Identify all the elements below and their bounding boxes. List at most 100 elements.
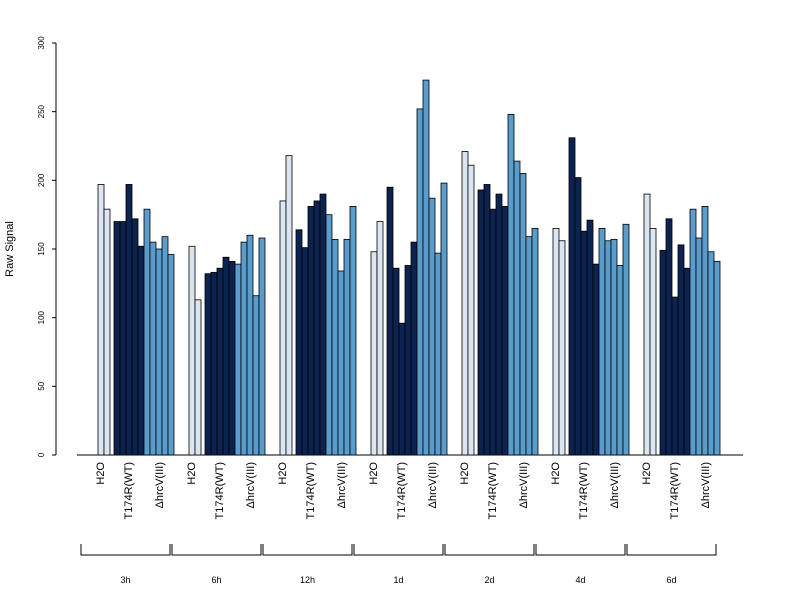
bar-3h-1-0 <box>113 221 121 456</box>
bar-2d-1-2 <box>489 208 497 456</box>
bars <box>97 79 721 456</box>
bar-6d-2-4 <box>713 260 721 456</box>
bar-3h-0-1 <box>103 208 111 456</box>
category-label-6d-2: ΔhrcV(III) <box>700 462 712 508</box>
bar-12h-1-0 <box>295 229 303 456</box>
bar-3h-2-3 <box>161 236 169 456</box>
category-label-4d-2: ΔhrcV(III) <box>609 462 621 508</box>
bar-6d-1-2 <box>671 296 679 456</box>
bar-3h-2-4 <box>167 254 175 456</box>
time-label-4d: 4d <box>575 575 585 585</box>
bar-1d-1-0 <box>386 186 394 456</box>
bar-6h-1-2 <box>216 267 224 456</box>
bar-6d-2-0 <box>689 208 697 456</box>
bar-4d-0-0 <box>552 227 560 456</box>
category-label-2d-1: T174R(WT) <box>487 462 499 519</box>
bar-4d-1-1 <box>574 177 582 456</box>
bar-1d-2-0 <box>416 108 424 456</box>
bar-1d-2-1 <box>422 79 430 456</box>
bar-3h-2-2 <box>155 248 163 456</box>
category-label-6d-0: H2O <box>641 462 653 485</box>
bar-3h-2-0 <box>143 208 151 456</box>
bar-6d-1-3 <box>677 244 685 456</box>
bar-6h-2-1 <box>240 241 248 456</box>
bar-3h-1-1 <box>119 221 127 456</box>
time-label-3h: 3h <box>120 575 130 585</box>
bar-12h-1-3 <box>313 200 321 456</box>
y-tick-label: 0 <box>37 452 46 457</box>
bar-4d-2-2 <box>610 238 618 456</box>
bar-2d-2-2 <box>519 173 527 456</box>
time-bracket-6h <box>171 544 262 556</box>
category-label-6h-0: H2O <box>186 462 198 485</box>
category-label-1d-1: T174R(WT) <box>396 462 408 519</box>
bar-12h-0-1 <box>285 155 293 456</box>
bar-6d-0-0 <box>643 193 651 456</box>
time-brackets: 3h 6h 12h 1d 2d 4d 6d <box>80 544 717 585</box>
time-bracket-12h <box>262 544 353 556</box>
bar-2d-1-4 <box>501 206 509 456</box>
bar-6h-0-0 <box>188 245 196 456</box>
bar-3h-2-1 <box>149 241 157 456</box>
bar-4d-0-1 <box>558 240 566 456</box>
bar-6h-1-3 <box>222 256 230 456</box>
category-label-4d-1: T174R(WT) <box>578 462 590 519</box>
bar-6d-2-2 <box>701 206 709 456</box>
bar-3h-0-0 <box>97 184 105 456</box>
time-bracket-6d <box>626 544 717 556</box>
bar-6d-2-3 <box>707 251 715 456</box>
bar-1d-1-2 <box>398 322 406 456</box>
bar-4d-2-4 <box>622 223 630 456</box>
bar-2d-0-0 <box>461 151 469 456</box>
y-axis: 0 50 100 150 200 250 300 <box>37 36 57 457</box>
category-label-3h-0: H2O <box>95 462 107 485</box>
bar-2d-0-1 <box>467 164 475 456</box>
category-label-6d-1: T174R(WT) <box>669 462 681 519</box>
bar-4d-2-0 <box>598 227 606 456</box>
bar-2d-1-3 <box>495 193 503 456</box>
bar-1d-0-0 <box>370 251 378 456</box>
category-labels: H2O T174R(WT) ΔhrcV(III) H2O T174R(WT) ΔhrcV(… <box>95 462 712 520</box>
bar-1d-1-3 <box>404 265 412 456</box>
time-label-6h: 6h <box>211 575 221 585</box>
bar-6d-1-4 <box>683 267 691 456</box>
bar-6h-2-3 <box>252 295 260 456</box>
time-label-12h: 12h <box>300 575 315 585</box>
bar-12h-2-4 <box>349 206 357 456</box>
bar-4d-2-1 <box>604 240 612 456</box>
category-label-6h-2: ΔhrcV(III) <box>245 462 257 508</box>
y-tick-label: 100 <box>37 310 46 324</box>
category-label-1d-2: ΔhrcV(III) <box>427 462 439 508</box>
category-label-2d-0: H2O <box>459 462 471 485</box>
y-tick-label: 150 <box>37 242 46 256</box>
bar-6h-0-1 <box>194 299 202 456</box>
category-label-3h-2: ΔhrcV(III) <box>154 462 166 508</box>
y-tick-label: 200 <box>37 173 46 187</box>
category-label-3h-1: T174R(WT) <box>123 462 135 519</box>
bar-12h-1-4 <box>319 193 327 456</box>
bar-6d-2-1 <box>695 237 703 456</box>
bar-2d-2-4 <box>531 227 539 456</box>
y-tick-label: 250 <box>37 104 46 118</box>
time-label-6d: 6d <box>666 575 676 585</box>
bar-1d-0-1 <box>376 221 384 456</box>
time-bracket-4d <box>535 544 626 556</box>
bar-6h-1-0 <box>204 273 212 456</box>
time-bracket-2d <box>444 544 535 556</box>
bar-6h-2-2 <box>246 234 254 456</box>
category-label-12h-0: H2O <box>277 462 289 485</box>
bar-6h-2-0 <box>234 263 242 456</box>
category-label-4d-0: H2O <box>550 462 562 485</box>
bar-1d-2-2 <box>428 197 436 456</box>
category-label-2d-2: ΔhrcV(III) <box>518 462 530 508</box>
bar-2d-1-1 <box>483 184 491 456</box>
bar-12h-2-1 <box>331 238 339 456</box>
bar-3h-1-2 <box>125 184 133 456</box>
bar-1d-2-4 <box>440 182 448 456</box>
time-bracket-1d <box>353 544 444 556</box>
bar-4d-1-4 <box>592 263 600 456</box>
bar-12h-0-0 <box>279 200 287 456</box>
bar-6d-1-1 <box>665 218 673 456</box>
category-label-12h-2: ΔhrcV(III) <box>336 462 348 508</box>
